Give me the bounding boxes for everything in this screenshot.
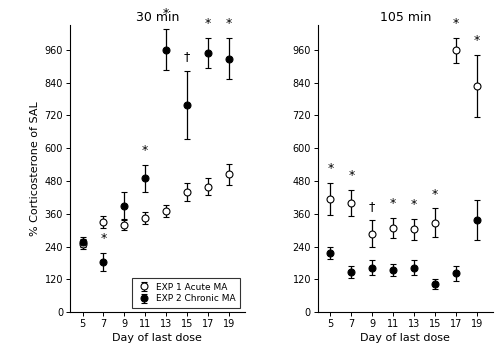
Text: †: † [369,200,376,213]
Text: *: * [163,7,170,20]
Text: *: * [328,162,334,175]
Text: †: † [184,50,190,63]
Y-axis label: % Corticosterone of SAL: % Corticosterone of SAL [30,101,40,236]
Title: 30 min: 30 min [136,11,179,24]
Text: *: * [474,34,480,47]
Text: *: * [390,197,396,210]
X-axis label: Day of last dose: Day of last dose [112,333,202,343]
Text: *: * [205,17,211,30]
Legend: EXP 1 Acute MA, EXP 2 Chronic MA: EXP 1 Acute MA, EXP 2 Chronic MA [132,278,240,308]
Title: 105 min: 105 min [380,11,431,24]
Text: *: * [411,199,417,212]
Text: *: * [226,17,232,30]
X-axis label: Day of last dose: Day of last dose [360,333,450,343]
Text: *: * [348,169,354,182]
Text: *: * [453,17,459,30]
Text: *: * [142,144,148,157]
Text: *: * [432,188,438,201]
Text: *: * [100,232,106,245]
